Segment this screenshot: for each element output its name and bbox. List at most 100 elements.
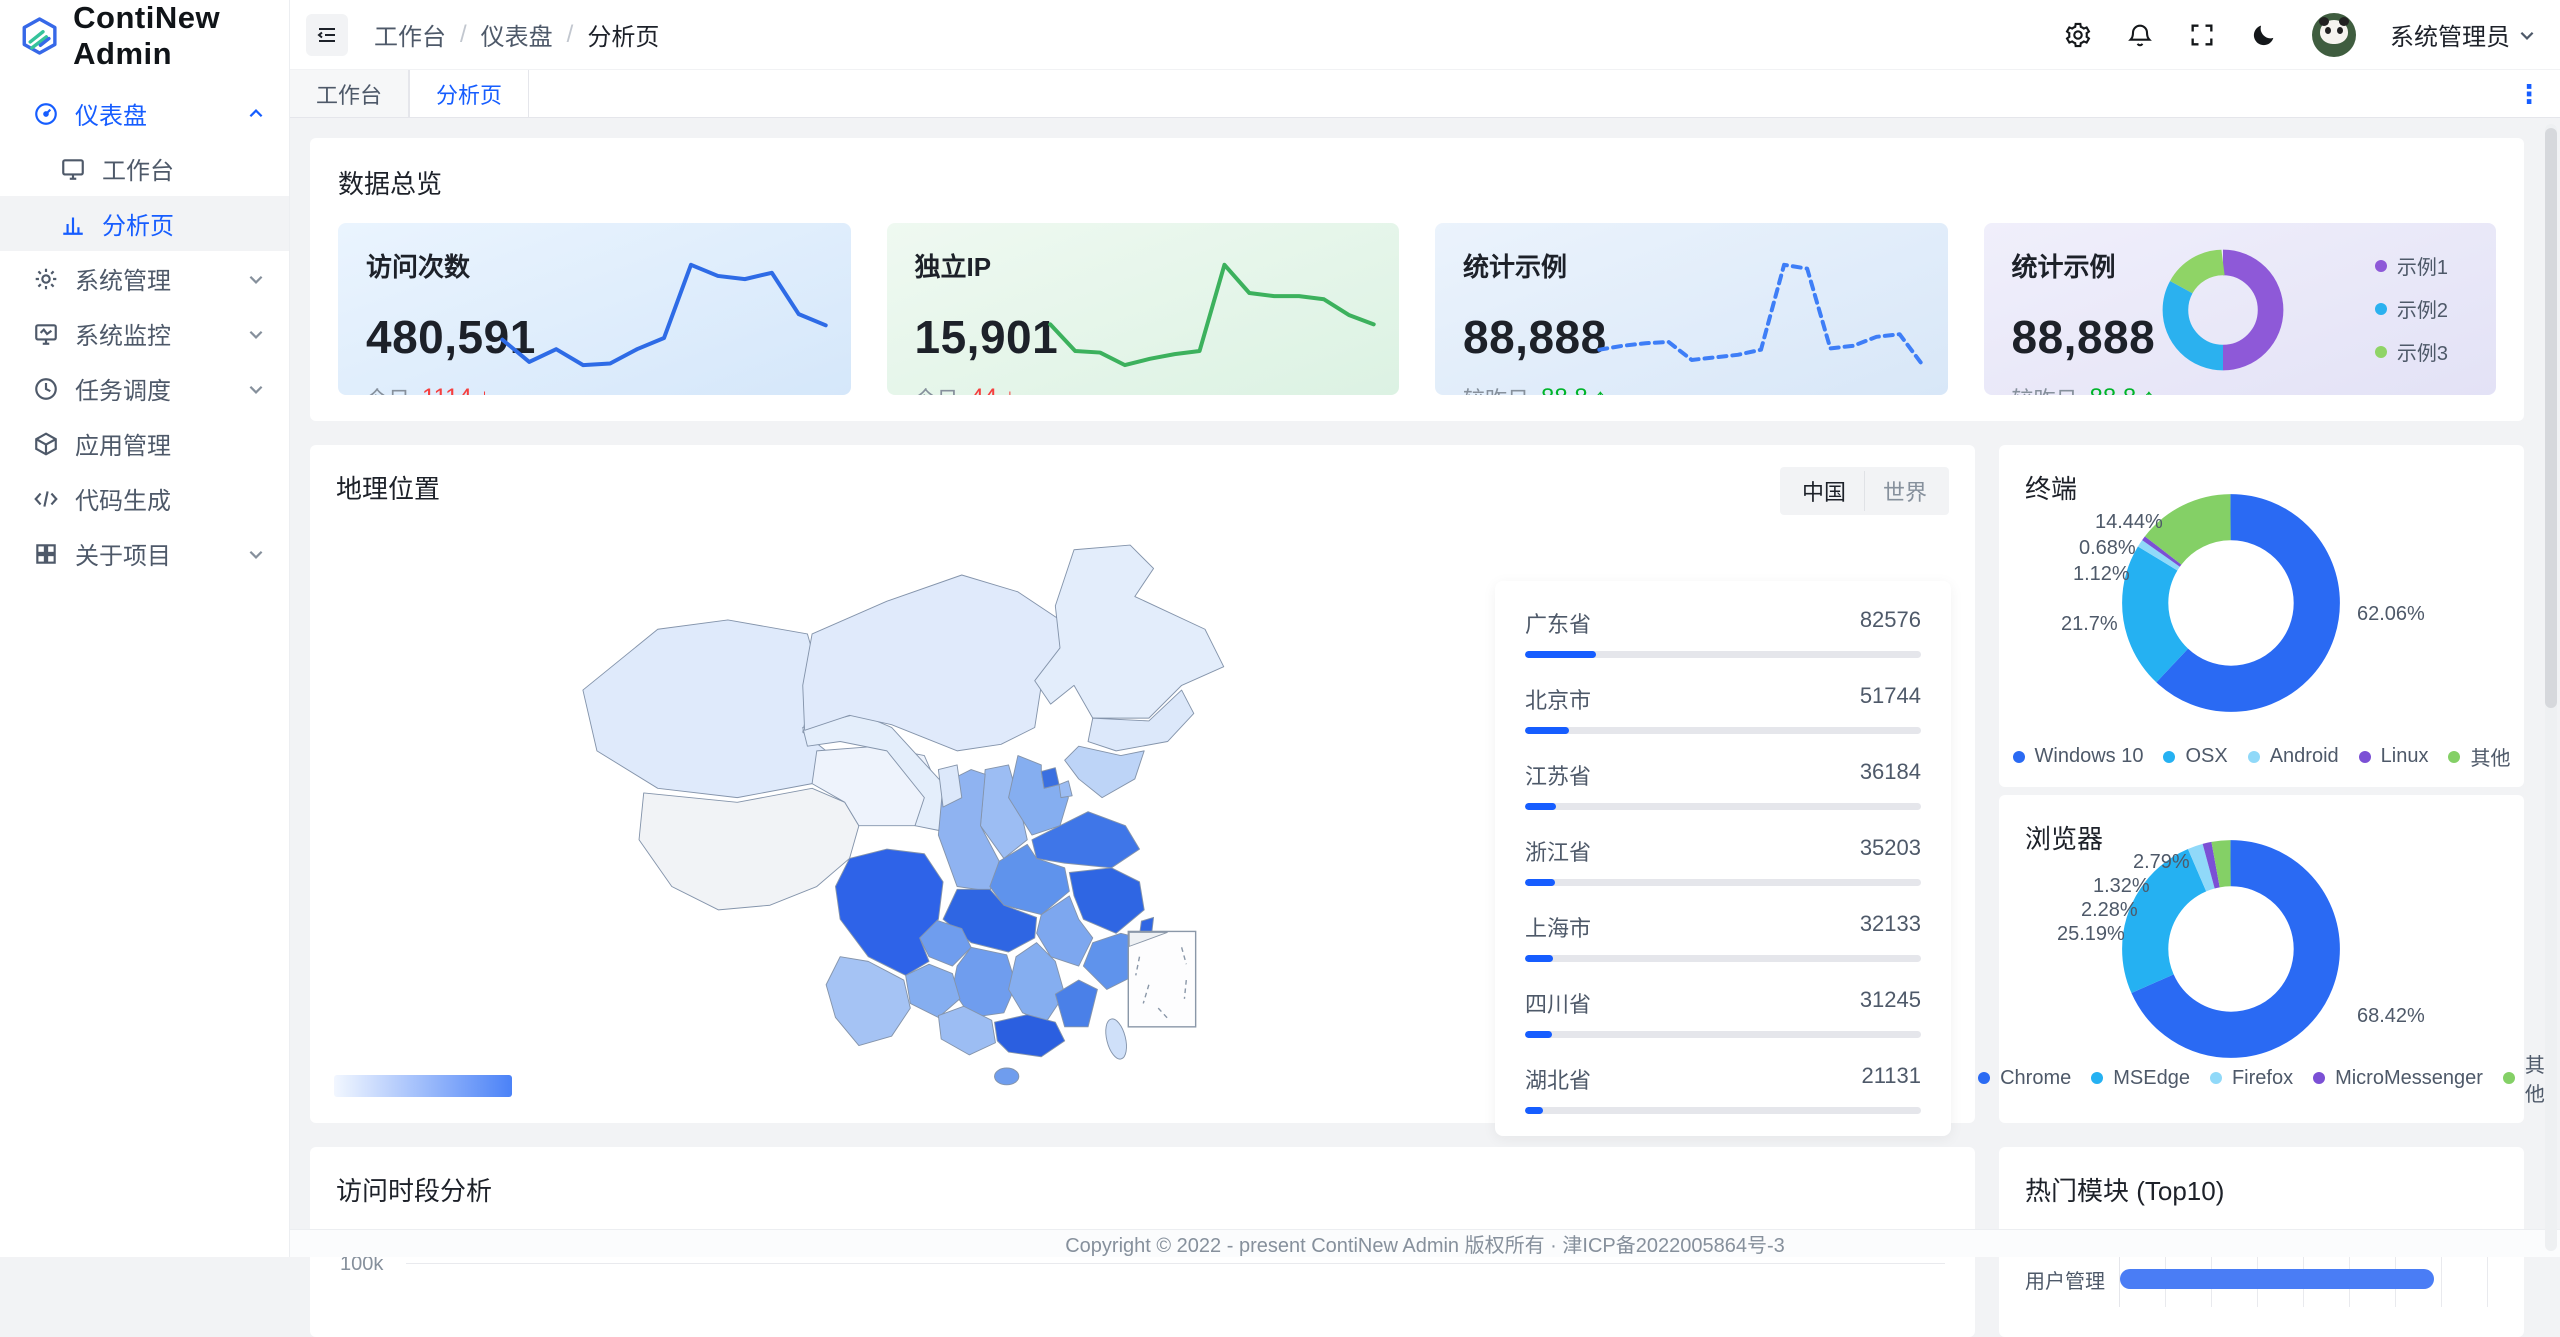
arrow-up-icon: ↑ (1594, 384, 1606, 395)
user-avatar[interactable] (2312, 13, 2356, 57)
dark-mode-moon-icon[interactable] (2250, 21, 2278, 49)
donut-callout: 1.12% (2073, 563, 2130, 586)
stat-row: 访问次数 480,591 今日 1114 ↓ 独立IP 15,901 今日 44… (338, 223, 2496, 395)
main-content: 数据总览 访问次数 480,591 今日 1114 ↓ 独立IP 15,901 … (290, 118, 2560, 1257)
time-analysis-title: 访问时段分析 (336, 1171, 1949, 1208)
breadcrumb-item[interactable]: 仪表盘 (481, 17, 553, 52)
stat-sub: 今日 44 ↓ (915, 382, 1372, 395)
gauge-icon (33, 101, 59, 127)
sidebar-item-label: 任务调度 (75, 371, 171, 406)
sidebar-item-task-scheduler[interactable]: 任务调度 (0, 361, 289, 416)
sidebar-item-label: 关于项目 (75, 536, 171, 571)
geo-title: 地理位置 (336, 469, 1949, 506)
hot-module-row: 用户管理 (2025, 1251, 2498, 1307)
breadcrumb-separator: / (567, 21, 574, 49)
stat-delta: 88.8 ↑ (1541, 384, 1606, 395)
bell-icon[interactable] (2126, 21, 2154, 49)
overview-card: 数据总览 访问次数 480,591 今日 1114 ↓ 独立IP 15,901 … (310, 138, 2524, 421)
copyright-text: Copyright © 2022 - present ContiNew Admi… (1065, 1229, 1785, 1258)
top-header: 工作台 / 仪表盘 / 分析页 系统管理员 (290, 0, 2560, 70)
sidebar-item-dashboard[interactable]: 仪表盘 (0, 86, 289, 141)
sidebar-item-label: 系统监控 (75, 316, 171, 351)
stat-sub: 较昨日 88.8 ↑ (2012, 382, 2469, 395)
sample-donut-chart (2162, 249, 2284, 371)
sample-sparkline (1596, 253, 1926, 371)
bar-chart-icon (60, 211, 86, 237)
stat-delta: 1114 ↓ (422, 384, 491, 395)
header-actions: 系统管理员 (2064, 13, 2560, 57)
donut-callout: 14.44% (2095, 511, 2163, 534)
breadcrumb-item[interactable]: 工作台 (374, 17, 446, 52)
toggle-china[interactable]: 中国 (1784, 471, 1864, 511)
arrow-up-icon: ↑ (2143, 384, 2155, 395)
tab-analysis[interactable]: 分析页 (409, 70, 529, 117)
hot-module-bar (2120, 1269, 2434, 1289)
fullscreen-icon[interactable] (2188, 21, 2216, 49)
breadcrumb-item-current: 分析页 (587, 17, 659, 52)
app-logo[interactable]: ContiNew Admin (0, 0, 289, 72)
donut-callout: 21.7% (2061, 613, 2118, 636)
sidebar-item-about-project[interactable]: 关于项目 (0, 526, 289, 581)
tab-options-icon[interactable]: ⋮ (2516, 89, 2542, 99)
sidebar-item-app-management[interactable]: 应用管理 (0, 416, 289, 471)
donut-callout: 2.28% (2081, 899, 2138, 922)
stat-card-unique-ip: 独立IP 15,901 今日 44 ↓ (887, 223, 1400, 395)
username-label: 系统管理员 (2390, 17, 2510, 52)
chevron-up-icon (247, 105, 265, 123)
stat-sub-label: 较昨日 (2012, 382, 2078, 395)
sidebar: ContiNew Admin 仪表盘 工作台 分析页 系统管理 系统监控 任务调 (0, 0, 290, 1257)
sidebar-item-analysis[interactable]: 分析页 (0, 196, 289, 251)
breadcrumb: 工作台 / 仪表盘 / 分析页 (374, 17, 659, 52)
donut-callout: 0.68% (2079, 537, 2136, 560)
stat-card-sample-donut: 统计示例 88,888 较昨日 88.8 ↑ 示例1 示例2 示例3 (1984, 223, 2497, 395)
avatar-panda-eye (2325, 27, 2331, 34)
tab-label: 工作台 (316, 78, 382, 110)
code-icon (33, 486, 59, 512)
footer: Copyright © 2022 - present ContiNew Admi… (290, 1229, 2560, 1257)
page-scrollbar[interactable] (2545, 124, 2557, 1251)
sample-donut-legend: 示例1 示例2 示例3 (2375, 251, 2448, 366)
avatar-panda-ear (2339, 17, 2349, 26)
sidebar-item-label: 应用管理 (75, 426, 171, 461)
sidebar-item-label: 仪表盘 (75, 96, 147, 131)
sidebar-item-label: 系统管理 (75, 261, 171, 296)
geo-region-toggle: 中国 世界 (1780, 467, 1949, 515)
sidebar-menu: 仪表盘 工作台 分析页 系统管理 系统监控 任务调度 应用管理 (0, 72, 289, 581)
user-menu[interactable]: 系统管理员 (2390, 17, 2536, 52)
stat-sub-label: 较昨日 (1463, 382, 1529, 395)
chart-gridline (406, 1263, 1945, 1264)
monitor-pulse-icon (33, 321, 59, 347)
donut-callout: 25.19% (2057, 923, 2125, 946)
chevron-down-icon (247, 380, 265, 398)
visits-sparkline (499, 253, 829, 371)
sidebar-item-workplace[interactable]: 工作台 (0, 141, 289, 196)
china-map[interactable] (545, 517, 1285, 1097)
grid-icon (33, 541, 59, 567)
tab-workplace[interactable]: 工作台 (290, 70, 409, 117)
settings-icon[interactable] (2064, 21, 2092, 49)
chevron-down-icon (2518, 26, 2536, 44)
map-inset-south-sea (1128, 931, 1195, 1026)
stat-sub: 今日 1114 ↓ (366, 382, 823, 395)
sidebar-collapse-button[interactable] (306, 14, 348, 56)
donut-callout: 2.79% (2133, 851, 2190, 874)
geo-card: 地理位置 中国 世界 (310, 445, 1975, 1123)
avatar-panda-eye (2337, 27, 2343, 34)
toggle-world[interactable]: 世界 (1864, 471, 1945, 511)
sidebar-item-code-generation[interactable]: 代码生成 (0, 471, 289, 526)
overview-title: 数据总览 (338, 164, 2496, 201)
stat-sub-label: 今日 (915, 382, 959, 395)
hot-module-plot (2119, 1251, 2498, 1307)
stat-sub-label: 今日 (366, 382, 410, 395)
stat-delta: 88.8 ↑ (2090, 384, 2155, 395)
terminal-legend: Windows 10 OSX Android Linux 其他 (1999, 742, 2524, 771)
chevron-down-icon (247, 270, 265, 288)
monitor-icon (60, 156, 86, 182)
avatar-panda-ear (2319, 17, 2329, 26)
sidebar-item-system-management[interactable]: 系统管理 (0, 251, 289, 306)
scrollbar-thumb[interactable] (2545, 128, 2557, 708)
cube-icon (33, 431, 59, 457)
sidebar-item-system-monitor[interactable]: 系统监控 (0, 306, 289, 361)
